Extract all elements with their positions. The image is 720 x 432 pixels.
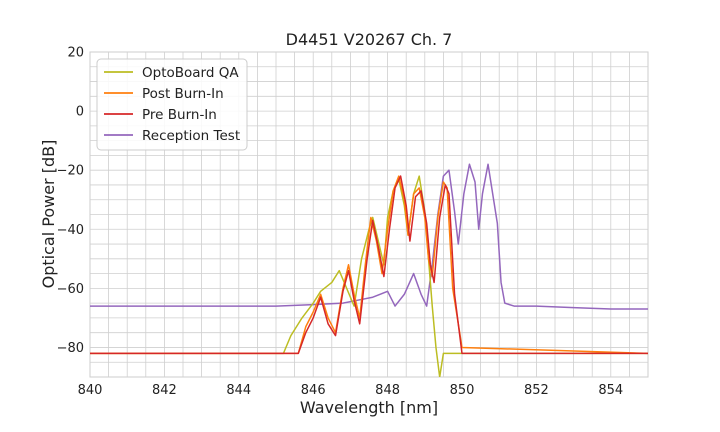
- y-tick-label: −80: [57, 341, 84, 356]
- series-lines: [90, 163, 648, 377]
- legend: OptoBoard QA Post Burn-In Pre Burn-In Recep…: [96, 58, 248, 151]
- x-tick-label: 840: [78, 383, 103, 398]
- chart-title: D4451 V20267 Ch. 7: [286, 30, 453, 49]
- x-tick-label: 844: [226, 383, 251, 398]
- y-tick-label: −60: [57, 282, 84, 297]
- y-tick-label: −40: [57, 223, 84, 238]
- y-axis-label: Optical Power [dB]: [39, 140, 58, 289]
- legend-label: Post Burn-In: [142, 86, 224, 102]
- tick-labels: 840 842 844 846 848 850 852 854 20 0 −20 −40 −60 −80: [57, 46, 624, 399]
- x-tick-label: 852: [524, 383, 549, 398]
- x-tick-label: 848: [375, 383, 400, 398]
- legend-label: OptoBoard QA: [142, 65, 239, 81]
- legend-label: Pre Burn-In: [142, 107, 217, 123]
- series-line-post-burn-in: [90, 175, 648, 355]
- legend-label: Reception Test: [142, 128, 240, 144]
- legend-box: [96, 58, 248, 151]
- x-axis-label: Wavelength [nm]: [300, 398, 438, 417]
- x-tick-label: 854: [598, 383, 623, 398]
- x-tick-label: 846: [301, 383, 326, 398]
- series-line-pre-burn-in: [90, 175, 648, 355]
- y-tick-label: 0: [76, 105, 84, 120]
- y-tick-label: −20: [57, 164, 84, 179]
- y-tick-label: 20: [67, 46, 84, 61]
- series-line-reception-test: [90, 163, 648, 310]
- x-tick-label: 842: [152, 383, 177, 398]
- x-tick-label: 850: [450, 383, 475, 398]
